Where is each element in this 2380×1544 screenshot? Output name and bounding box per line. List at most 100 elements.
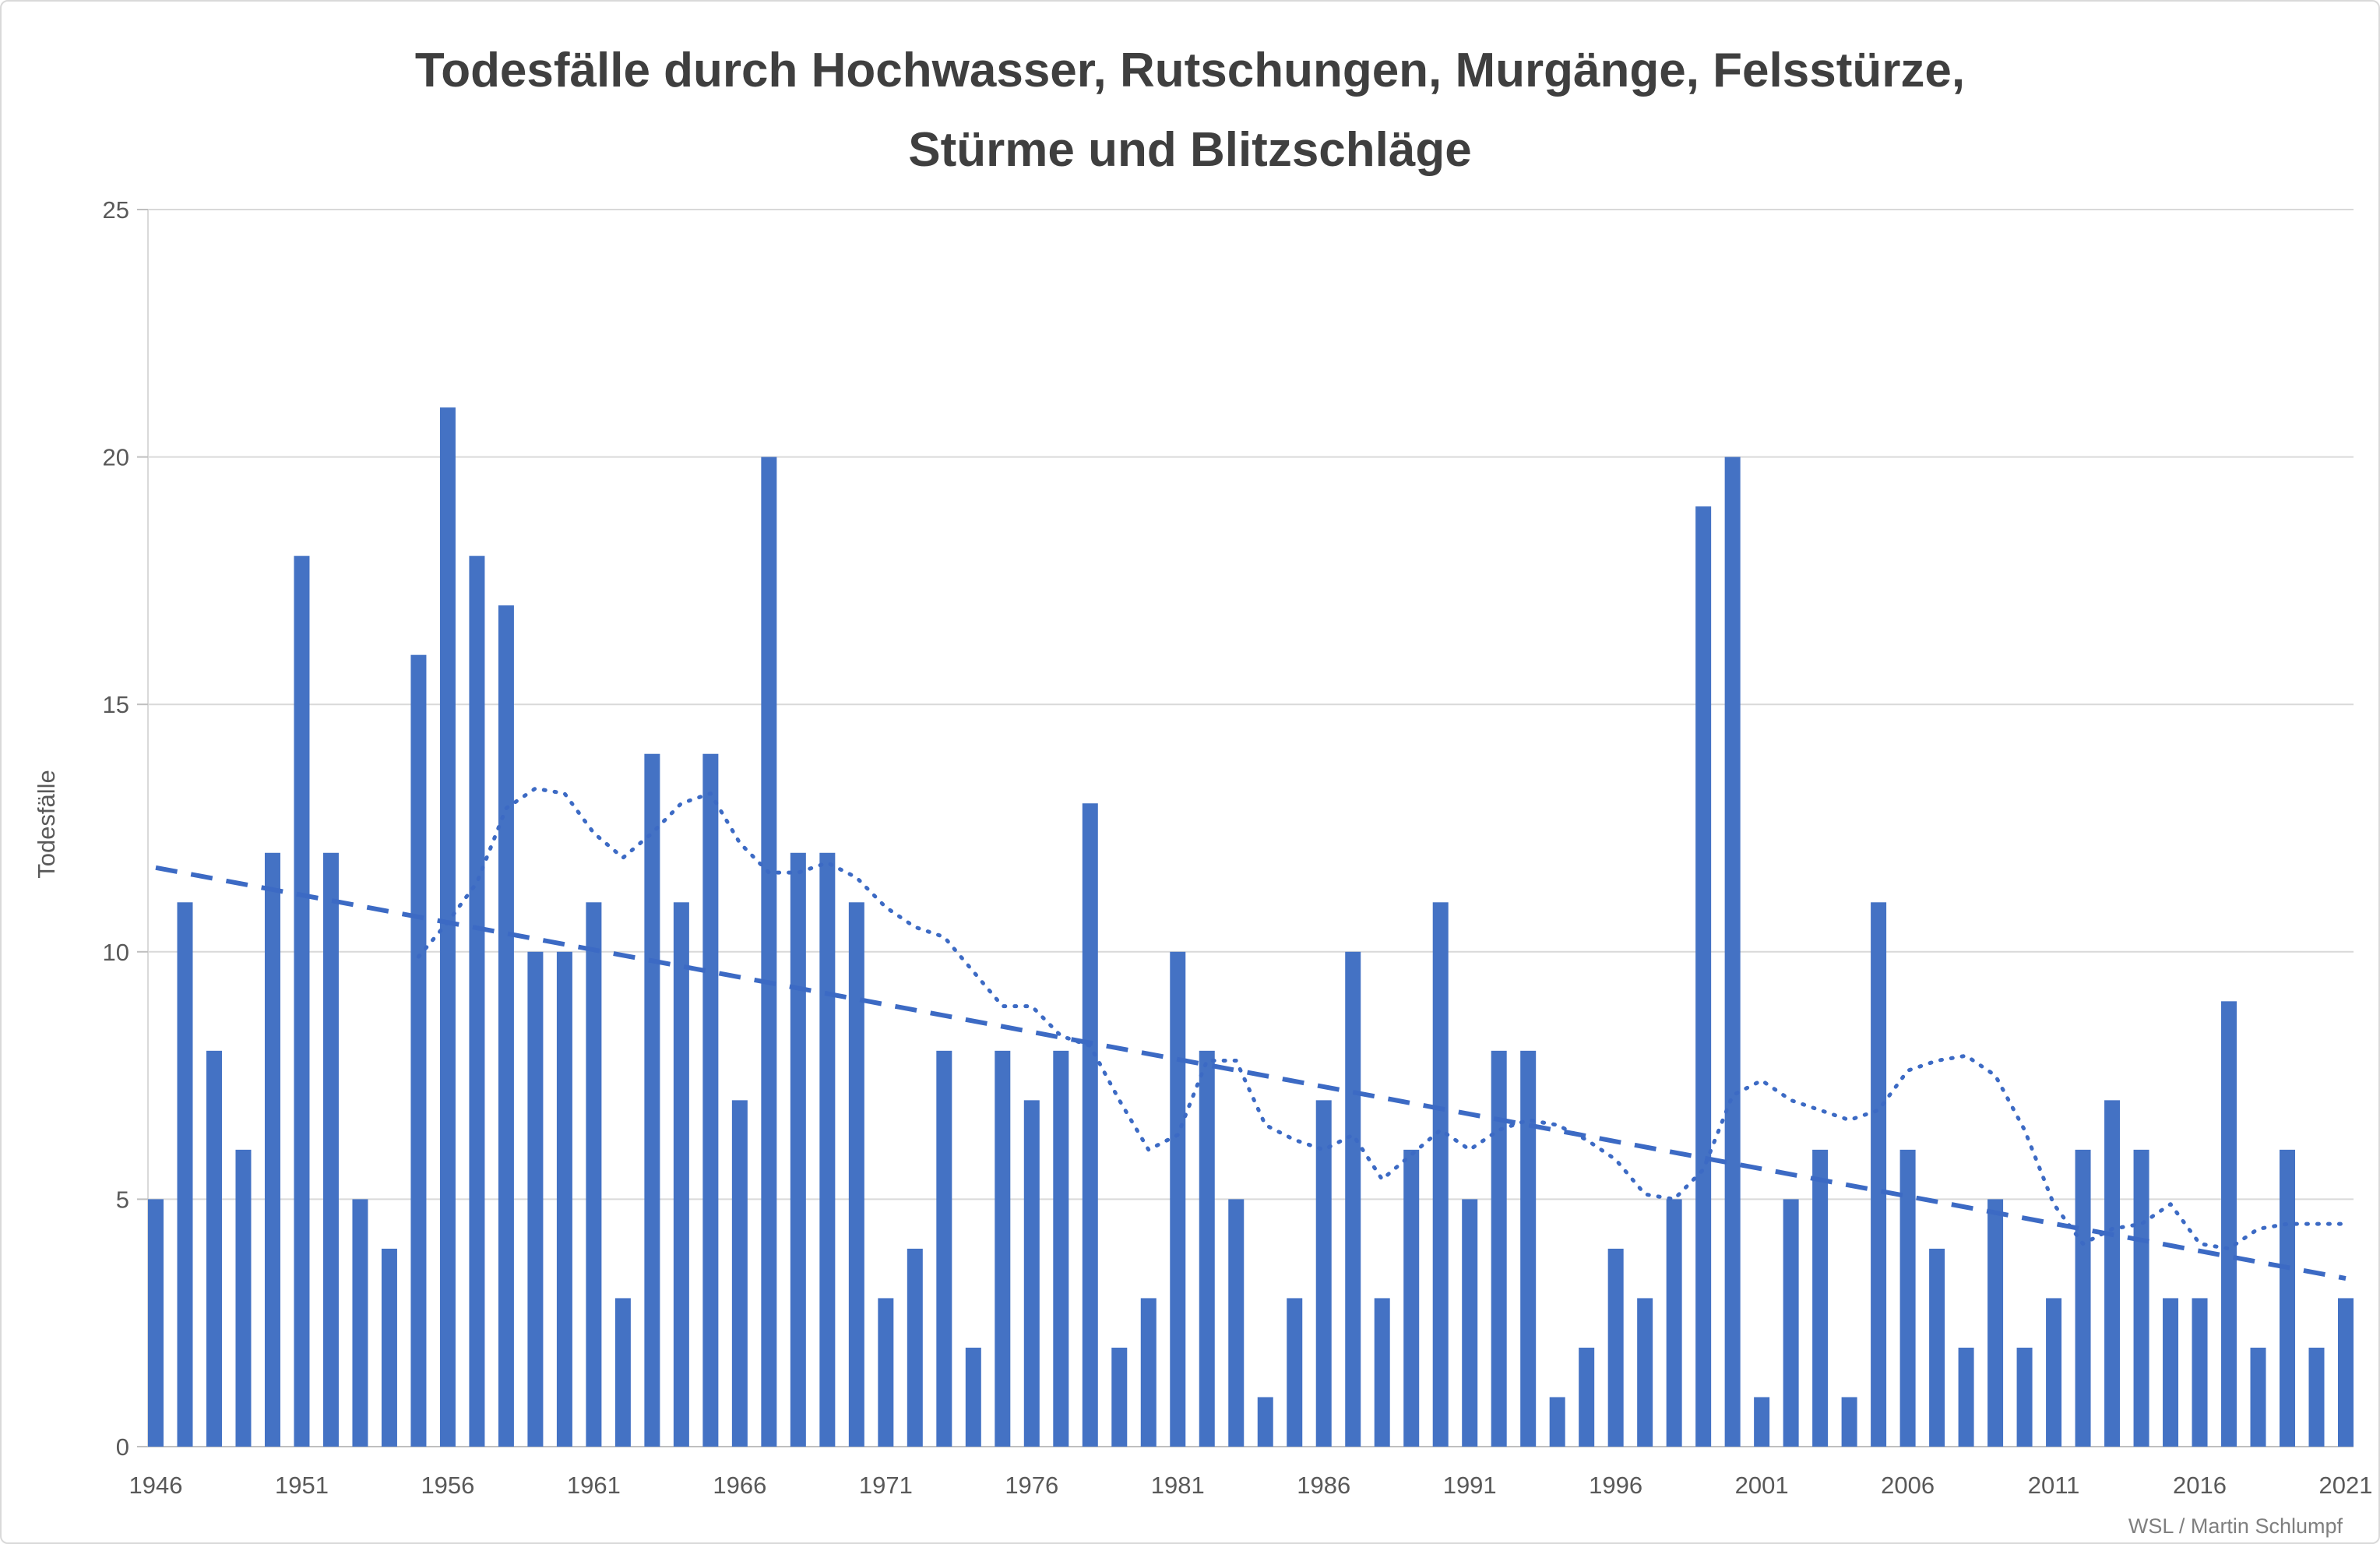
y-tick-label: 10 [103, 939, 129, 966]
x-tick-label: 1956 [421, 1472, 474, 1499]
bar-1999 [1695, 506, 1712, 1447]
bar-2011 [2046, 1298, 2062, 1447]
bar-1984 [1257, 1397, 1273, 1447]
bar-2002 [1783, 1199, 1799, 1447]
bar-2010 [2016, 1347, 2033, 1447]
bar-1960 [556, 951, 572, 1447]
bar-1981 [1170, 951, 1186, 1447]
y-tick-label: 5 [116, 1186, 129, 1213]
x-tick-label: 1981 [1151, 1472, 1205, 1499]
bar-1955 [410, 654, 427, 1447]
bar-1948 [206, 1050, 222, 1447]
bar-1954 [381, 1248, 397, 1447]
y-tick-label: 25 [103, 196, 129, 224]
bar-2021 [2338, 1298, 2354, 1447]
bar-1980 [1140, 1298, 1157, 1447]
x-tick-label: 2016 [2173, 1472, 2227, 1499]
y-tick-label: 15 [103, 691, 129, 718]
bar-1958 [498, 605, 514, 1447]
bar-1952 [322, 852, 339, 1447]
bar-1993 [1520, 1050, 1537, 1447]
bar-1968 [790, 852, 806, 1447]
attribution: WSL / Martin Schlumpf [2128, 1514, 2343, 1538]
bar-1982 [1199, 1050, 1215, 1447]
bar-2007 [1929, 1248, 1945, 1447]
bar-1947 [177, 902, 193, 1447]
bar-1992 [1491, 1050, 1507, 1447]
bar-1950 [264, 852, 280, 1447]
bar-1995 [1579, 1347, 1595, 1447]
x-tick-label: 1961 [567, 1472, 621, 1499]
bar-1974 [965, 1347, 981, 1447]
bar-1969 [819, 852, 836, 1447]
bar-1957 [469, 555, 485, 1447]
x-tick-label: 1986 [1297, 1472, 1350, 1499]
bar-2017 [2221, 1001, 2237, 1447]
bar-1949 [235, 1149, 252, 1447]
bar-2016 [2192, 1298, 2208, 1447]
x-tick-label: 1946 [129, 1472, 183, 1499]
bar-1988 [1374, 1298, 1390, 1447]
bar-1987 [1345, 951, 1361, 1447]
x-tick-label: 1976 [1005, 1472, 1058, 1499]
x-tick-label: 1996 [1589, 1472, 1642, 1499]
bar-1994 [1549, 1397, 1565, 1447]
bar-1946 [148, 1199, 164, 1447]
bar-1978 [1082, 803, 1098, 1447]
x-tick-label: 1966 [713, 1472, 766, 1499]
bar-2009 [1987, 1199, 2004, 1447]
bar-2015 [2163, 1298, 2179, 1447]
x-tick-label: 1971 [859, 1472, 913, 1499]
y-tick-label: 0 [116, 1433, 129, 1461]
bar-1977 [1053, 1050, 1069, 1447]
bar-1967 [761, 457, 777, 1447]
bar-2000 [1724, 457, 1741, 1447]
bar-1989 [1403, 1149, 1420, 1447]
bar-1986 [1315, 1100, 1332, 1447]
x-tick-label: 1951 [275, 1472, 329, 1499]
bar-1953 [352, 1199, 368, 1447]
y-tick-label: 20 [103, 444, 129, 471]
bar-1976 [1023, 1100, 1040, 1447]
bar-1964 [673, 902, 689, 1447]
x-tick-label: 2021 [2319, 1472, 2373, 1499]
bar-2019 [2280, 1149, 2296, 1447]
smoothed-line [416, 786, 2348, 1251]
bar-2008 [1958, 1347, 1974, 1447]
bar-2013 [2104, 1100, 2121, 1447]
bar-1962 [614, 1298, 631, 1447]
bar-1971 [878, 1298, 894, 1447]
bar-1951 [294, 555, 310, 1447]
trend-line [155, 865, 2347, 1281]
bar-2001 [1754, 1397, 1770, 1447]
chart-title-line1: Todesfälle durch Hochwasser, Rutschungen… [414, 44, 1966, 97]
bar-1959 [527, 951, 544, 1447]
chart-title-line2: Stürme und Blitzschläge [908, 123, 1472, 177]
x-tick-label: 1991 [1443, 1472, 1497, 1499]
bar-1973 [936, 1050, 952, 1447]
bar-1979 [1111, 1347, 1128, 1447]
bar-1990 [1432, 902, 1449, 1447]
chart-title: Todesfälle durch Hochwasser, Rutschungen… [2, 31, 2378, 190]
bar-1961 [586, 902, 602, 1447]
bar-2004 [1841, 1397, 1857, 1447]
bar-1975 [995, 1050, 1011, 1447]
bar-1985 [1287, 1298, 1303, 1447]
bar-1997 [1637, 1298, 1653, 1447]
bar-1956 [439, 407, 456, 1447]
bar-1972 [907, 1248, 923, 1447]
x-tick-label: 2001 [1735, 1472, 1789, 1499]
bar-1963 [644, 753, 660, 1447]
bar-1966 [731, 1100, 748, 1447]
bar-2012 [2075, 1149, 2091, 1447]
bar-1991 [1462, 1199, 1478, 1447]
bar-1965 [702, 753, 719, 1447]
bar-2005 [1871, 902, 1887, 1447]
bar-1998 [1666, 1199, 1682, 1447]
x-tick-label: 2011 [2028, 1472, 2080, 1499]
bar-2014 [2133, 1149, 2149, 1447]
bar-2006 [1899, 1149, 1916, 1447]
bar-1996 [1607, 1248, 1624, 1447]
